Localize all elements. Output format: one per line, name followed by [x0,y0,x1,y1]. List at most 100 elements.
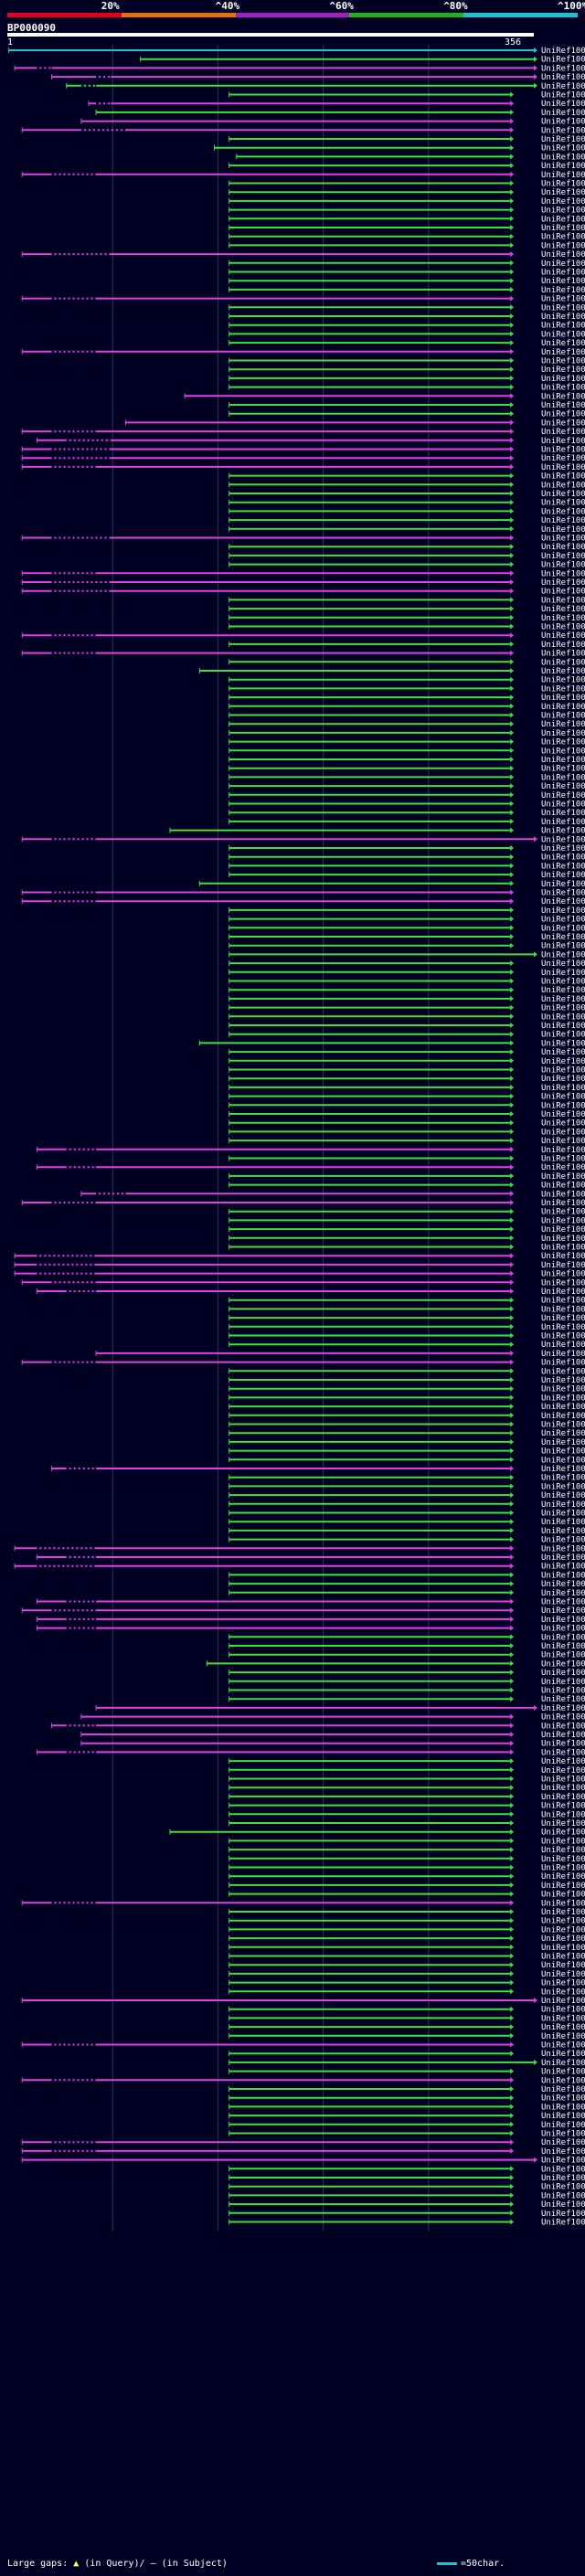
hit-label[interactable]: UniRef100_P83520 [541,1447,585,1457]
hit-label[interactable]: UniRef100_P00246 [541,844,585,853]
hit-label[interactable]: UniRef100_P68166 [541,1084,585,1093]
hit-label[interactable]: UniRef100_C6TCT0 [541,295,585,304]
hit-label[interactable]: UniRef100_Q018M6 [541,1678,585,1687]
hit-label[interactable]: UniRef100_A9BBX6 [541,384,585,393]
hit-label[interactable]: UniRef100_P00244 [541,109,585,118]
hit-label[interactable]: UniRef100_C6SX14 [541,348,585,357]
hit-label[interactable]: UniRef100_C1E2L6 [541,73,585,82]
hit-label[interactable]: UniRef100_P00234 [541,1101,585,1110]
hit-label[interactable]: UniRef100_B9RPW6 [541,1057,585,1066]
hit-label[interactable]: UniRef100_UPI000.. [541,978,585,987]
hit-label[interactable]: UniRef100_P00229 [541,499,585,508]
hit-label[interactable]: UniRef100_P83580 [541,1305,585,1314]
hit-label[interactable]: UniRef100_P84872 [541,1412,585,1421]
hit-label[interactable]: UniRef100_B4F9V1 [541,1066,585,1076]
hit-label[interactable]: UniRef100_Q51577 [541,871,585,880]
hit-label[interactable]: UniRef100_A3Z696 [541,286,585,295]
hit-label[interactable]: UniRef100_Q15B62 [541,791,585,800]
hit-label[interactable]: UniRef100_Q5ENT2 [541,1891,585,1900]
hit-label[interactable]: UniRef100_P00230 [541,490,585,499]
hit-label[interactable]: UniRef100_C1N8X5 [541,64,585,73]
hit-label[interactable]: UniRef100_Q64V4 [541,269,585,278]
hit-label[interactable]: UniRef100_B8LE53 [541,2183,585,2192]
hit-label[interactable]: UniRef100_P00254 [541,809,585,818]
hit-label[interactable]: UniRef100_P15789 [541,1093,585,1102]
hit-label[interactable]: UniRef100_P00226 [541,1961,585,1970]
hit-label[interactable]: UniRef100_B9FJ84 [541,2174,585,2183]
hit-label[interactable]: UniRef100_A6Q3Q4 [541,330,585,339]
hit-label[interactable]: UniRef100_B2J4Y5 [541,2210,585,2219]
hit-label[interactable]: UniRef100_Q7YYQ1 [541,463,585,472]
hit-label[interactable]: UniRef100_B1P759 [541,1722,585,1731]
hit-label[interactable]: UniRef100_Q9SCA4 [541,1128,585,1137]
hit-label[interactable]: UniRef100_B6UC73 [541,2068,585,2077]
hit-label[interactable]: UniRef100_B2TJW1 [541,2200,585,2210]
hit-label[interactable]: UniRef100_Q8LE09 [541,2191,585,2200]
hit-label[interactable]: UniRef100_P00248 [541,658,585,667]
hit-label[interactable]: UniRef100_A1YGS2 [541,2050,585,2059]
hit-label[interactable]: UniRef100_A5GV36 [541,313,585,322]
hit-label[interactable]: UniRef100_P22341 [541,1394,585,1403]
hit-label[interactable]: UniRef100_Q6B8Y2 [541,1518,585,1527]
hit-label[interactable]: UniRef100_P85121 [541,1757,585,1766]
hit-label[interactable]: UniRef100_Q7VV67 [541,1350,585,1359]
hit-label[interactable]: UniRef100_P56889 [541,614,585,623]
hit-label[interactable]: UniRef100_A6YHN5 [541,1022,585,1031]
hit-label[interactable]: UniRef100_A9SZY6 [541,1553,585,1563]
hit-label[interactable]: UniRef100_Q84E2 [541,197,585,207]
hit-label[interactable]: UniRef100_P07839 [541,667,585,676]
hit-label[interactable]: UniRef100_Q11709 [541,641,585,650]
hit-label[interactable]: UniRef100_P00232 [541,862,585,871]
hit-label[interactable]: UniRef100_Q2JUH0 [541,1979,585,1988]
hit-label[interactable]: UniRef100_Q5ENT5 [541,2157,585,2166]
hit-label[interactable]: UniRef100_C7QNA8 [541,1012,585,1022]
hit-label[interactable]: UniRef100_Q6Q429 [541,2006,585,2015]
hit-label[interactable]: UniRef100_Q56YC3 [541,1172,585,1182]
hit-label[interactable]: UniRef100_P83501 [541,1925,585,1935]
hit-label[interactable]: UniRef100_Q4G4H4 [541,684,585,694]
hit-label[interactable]: UniRef100_B9SCU0 [541,1048,585,1057]
hit-label[interactable]: UniRef100_A3IN26 [541,1953,585,1962]
hit-label[interactable]: UniRef100_P00250 [541,596,585,605]
hit-label[interactable]: UniRef100_B4WF30 [541,1500,585,1510]
hit-label[interactable]: UniRef100_Q6B8B8 [541,1872,585,1882]
hit-label[interactable]: UniRef100_B3LB28 [541,1633,585,1642]
hit-label[interactable]: UniRef100_A4SX25 [541,507,585,516]
hit-label[interactable]: UniRef100_B7KCA1 [541,1421,585,1430]
hit-label[interactable]: UniRef100_B9JNP5 [541,552,585,561]
hit-label[interactable]: UniRef100_B8CXD2 [541,2219,585,2228]
hit-label[interactable]: UniRef100_P00222 [541,1935,585,1944]
hit-label[interactable]: UniRef100_Q8MPF8 [541,446,585,455]
hit-label[interactable]: UniRef100_C5Y7Q6 [541,889,585,898]
hit-label[interactable]: UniRef100_C7BU25 [541,2094,585,2104]
hit-label[interactable]: UniRef100_C5YFU9 [541,1137,585,1146]
hit-label[interactable]: UniRef100_A2XT72 [541,1278,585,1288]
hit-label[interactable]: UniRef100_A3GMD8 [541,2085,585,2094]
hit-label[interactable]: UniRef100_B9FZP4 [541,578,585,588]
hit-label[interactable]: UniRef100_P83585 [541,916,585,925]
hit-label[interactable]: UniRef100_A9NTB7 [541,1270,585,1279]
hit-label[interactable]: UniRef100_P83527 [541,1819,585,1829]
hit-label[interactable]: UniRef100_P83499 [541,1793,585,1802]
hit-label[interactable]: UniRef100_B1PDK3 [541,2121,585,2130]
hit-label[interactable]: UniRef100_C6T265 [541,428,585,437]
hit-label[interactable]: UniRef100_P13106 [541,1323,585,1332]
hit-label[interactable]: UniRef100_P00249 [541,1651,585,1660]
hit-label[interactable]: UniRef100_B6U684 [541,2023,585,2032]
hit-label[interactable]: UniRef100_A3GN28 [541,1802,585,1811]
hit-label[interactable]: UniRef100_P27787 [541,1606,585,1616]
hit-label[interactable]: UniRef100_P4A3C7 [541,543,585,552]
hit-label[interactable]: UniRef100_P94044 [541,1465,585,1474]
hit-label[interactable]: UniRef100_B6T626 [541,1544,585,1553]
hit-label[interactable]: UniRef100_Q00SS1 [541,56,585,65]
hit-label[interactable]: UniRef100_B7FH37 [541,1261,585,1270]
hit-label[interactable]: UniRef100_P00226 [541,1642,585,1651]
hit-label[interactable]: UniRef100_P83528 [541,1855,585,1864]
hit-label[interactable]: UniRef100_B9HQ08 [541,1208,585,1217]
hit-label[interactable]: UniRef100_B1X597 [541,207,585,216]
hit-label[interactable]: UniRef100_Q117L1 [541,1474,585,1483]
hit-label[interactable]: UniRef100_B5IMK4 [541,277,585,286]
hit-label[interactable]: UniRef100_P83524 [541,525,585,535]
hit-label[interactable]: UniRef100_A9PDV7 [541,2041,585,2051]
hit-label[interactable]: UniRef100_P00236 [541,738,585,747]
